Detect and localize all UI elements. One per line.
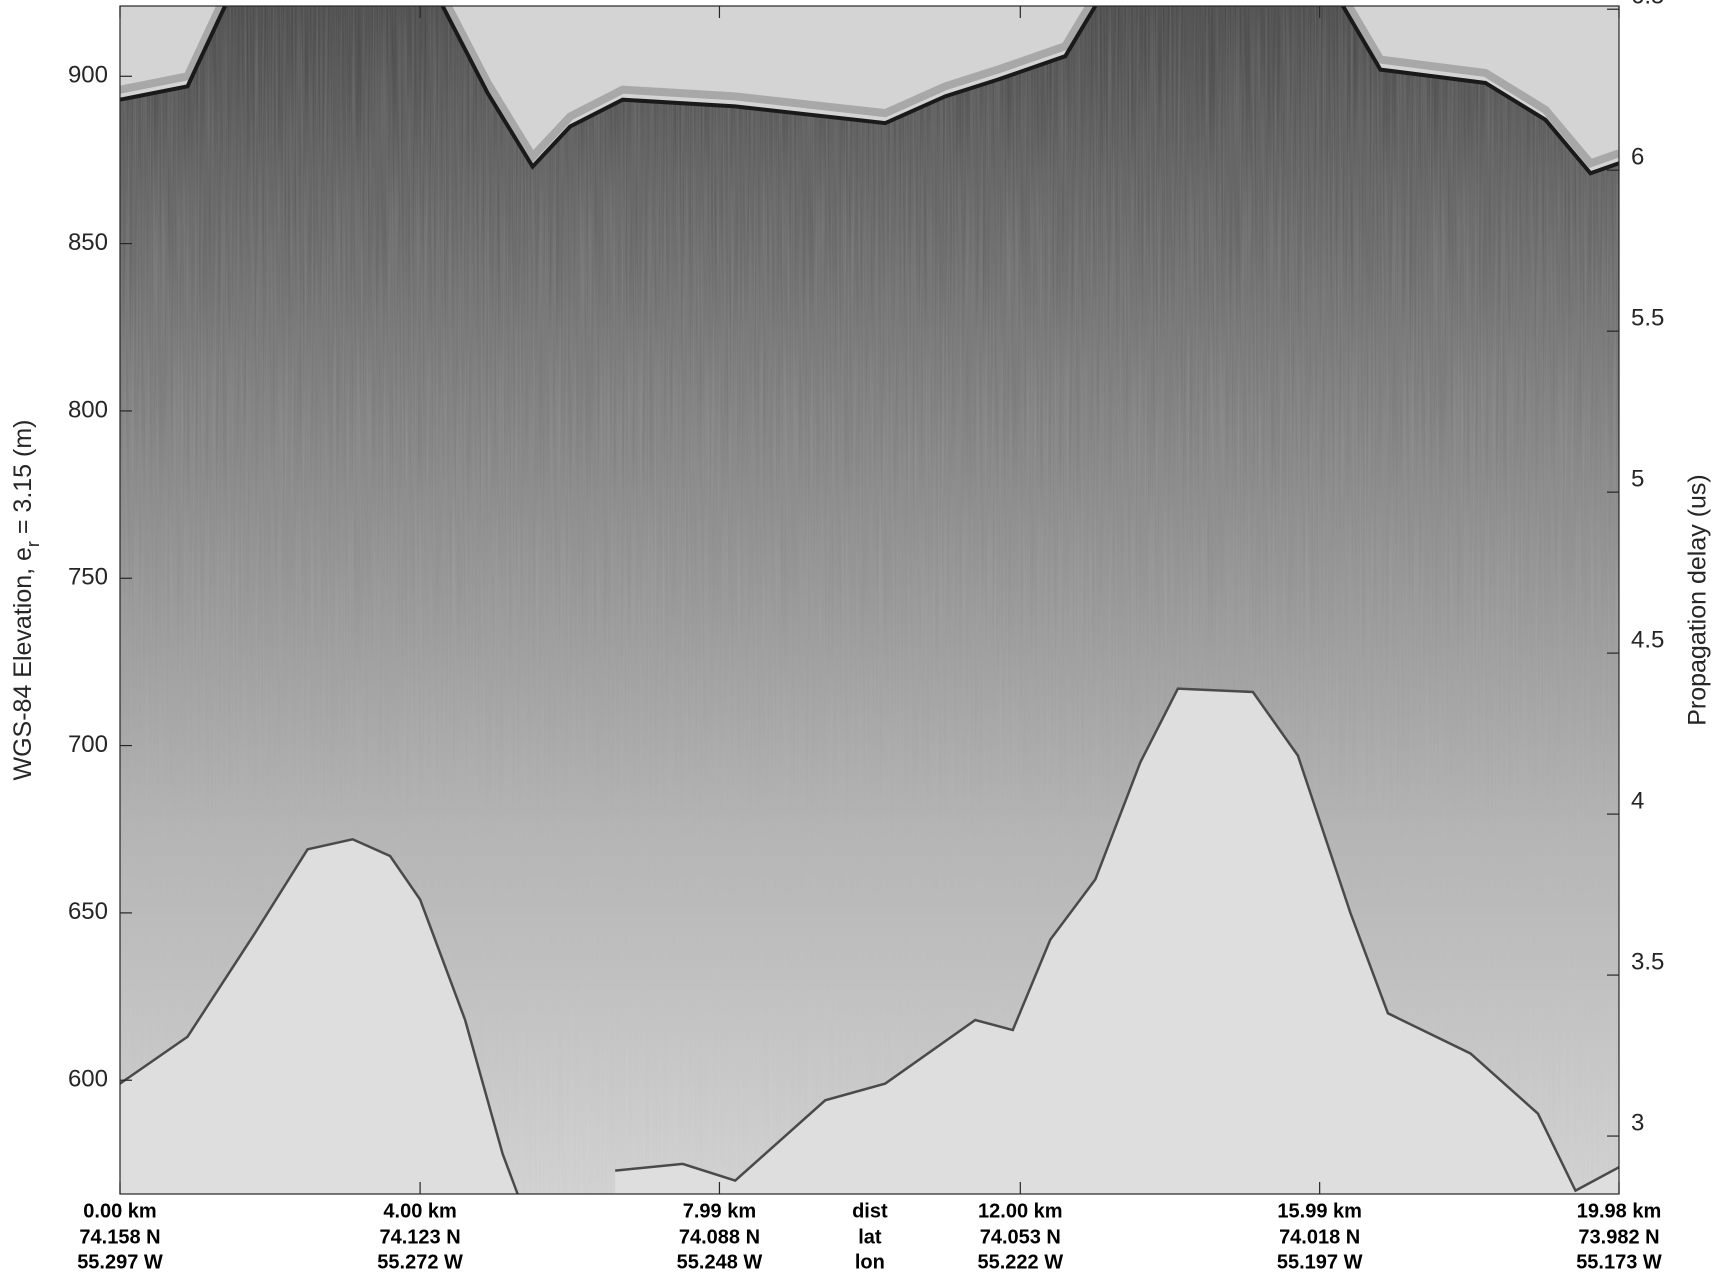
y-tick-label: 750 (68, 564, 108, 591)
surface-line (1341, 6, 1619, 176)
firn-region (442, 6, 1096, 167)
x-tick-label: 4.00 km (383, 1200, 456, 1222)
firn-region (1342, 6, 1619, 174)
y2-tick-label: 4 (1631, 787, 1644, 814)
lat-label: 74.123 N (380, 1226, 461, 1248)
lon-label: 55.297 W (77, 1251, 163, 1273)
y-label-part: WGS-84 Elevation, e (9, 547, 37, 780)
plot-frame (119, 5, 1620, 1195)
y-tick-label: 800 (68, 396, 108, 423)
firn-band (443, 6, 1095, 164)
y2-tick-label: 3 (1631, 1109, 1644, 1136)
lat-label: 74.053 N (980, 1226, 1061, 1248)
y2-tick-label: 5.5 (1631, 305, 1664, 332)
y2-tick-label: 6 (1631, 144, 1644, 171)
y-tick-label: 700 (68, 731, 108, 758)
y2-axis-label: Propagation delay (us) (1684, 474, 1712, 726)
y-axis-label: WGS-84 Elevation, er = 3.15 (m) (9, 419, 43, 780)
lat-label: 73.982 N (1578, 1226, 1659, 1248)
firn-band (1344, 6, 1619, 169)
bedrock-region (615, 688, 1619, 1194)
y-tick-label: 900 (68, 62, 108, 89)
x-tick-label: 12.00 km (978, 1200, 1063, 1222)
y2-tick-label: 3.5 (1631, 948, 1664, 975)
lat-label: 74.018 N (1279, 1226, 1360, 1248)
y-tick-label: 650 (68, 898, 108, 925)
lon-label: 55.173 W (1576, 1251, 1662, 1273)
surface-line (120, 6, 227, 102)
y-label-part: = 3.15 (m) (9, 419, 37, 541)
y2-tick-label: 6.5 (1631, 0, 1664, 10)
row-name: lon (855, 1251, 885, 1273)
plot-area (120, 6, 1619, 1194)
lat-label: 74.158 N (79, 1226, 160, 1248)
x-tick-label: 7.99 km (683, 1200, 756, 1222)
x-tick-label: 0.00 km (83, 1200, 156, 1222)
row-name: dist (852, 1200, 888, 1222)
lon-label: 55.222 W (977, 1251, 1063, 1273)
row-name: lat (858, 1226, 882, 1248)
y2-tick-label: 5 (1631, 465, 1644, 492)
x-tick-label: 19.98 km (1577, 1200, 1662, 1222)
y-tick-label: 600 (68, 1066, 108, 1093)
y2-tick-label: 4.5 (1631, 626, 1664, 653)
y-label-part: r (23, 541, 43, 547)
bedrock-region (120, 839, 518, 1194)
x-tick-label: 15.99 km (1277, 1200, 1362, 1222)
lon-label: 55.197 W (1277, 1251, 1363, 1273)
firn-band (120, 6, 225, 94)
surface-line (440, 6, 1098, 170)
firn-region (120, 6, 226, 100)
y-tick-label: 850 (68, 229, 108, 256)
lat-label: 74.088 N (679, 1226, 760, 1248)
lon-label: 55.248 W (677, 1251, 763, 1273)
lon-label: 55.272 W (377, 1251, 463, 1273)
bed-line (120, 837, 519, 1194)
bed-line (615, 687, 1619, 1193)
